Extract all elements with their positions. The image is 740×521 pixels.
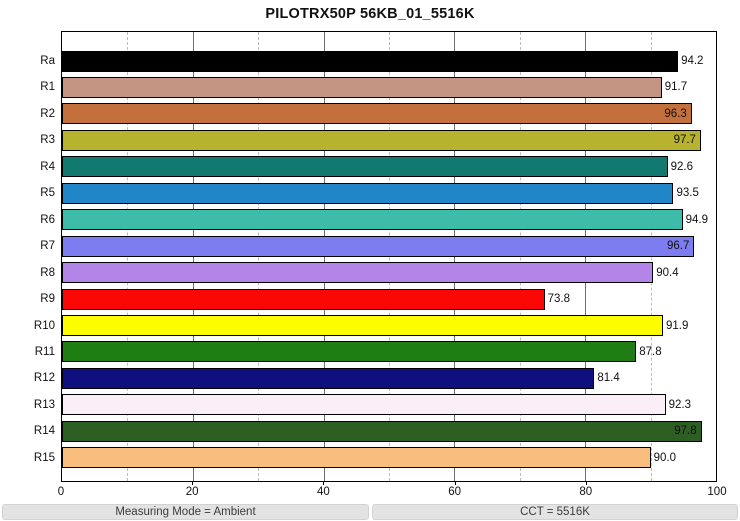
y-axis-label-Ra: Ra: [40, 55, 55, 67]
bar-R8: [62, 262, 654, 284]
bar-R6: [62, 209, 683, 231]
plot-area: Ra 94.2 R1 91.7 R2 96.3 R3 97.7 R4 92.6 R5 93.5 R6 94…: [34, 31, 717, 482]
bar-row-R7: R7 96.7: [40, 233, 716, 259]
value-label-R11: 87.8: [639, 345, 662, 358]
bar-row-R10: R10 91.9: [34, 313, 716, 339]
x-tick-mark: [454, 481, 456, 485]
x-tick-label-20: 20: [185, 486, 199, 498]
bar-row-R5: R5 93.5: [40, 180, 716, 206]
value-label-R9: 73.8: [547, 293, 571, 306]
bar-R13: [62, 394, 666, 416]
y-axis-label-R9: R9: [40, 293, 55, 306]
bar-R4: [62, 156, 668, 178]
y-axis-label-R5: R5: [40, 187, 55, 200]
x-tick-label-60: 60: [448, 486, 461, 498]
x-tick-mark: [192, 481, 194, 485]
bar-R12: [62, 367, 595, 389]
value-label-Ra: 94.2: [681, 55, 704, 67]
bar-row-Ra: Ra 94.2: [40, 48, 716, 74]
bar-row-R4: R4 92.6: [40, 154, 716, 180]
bar-R10: [62, 315, 664, 337]
value-label-R8: 90.4: [656, 266, 679, 279]
value-label-R1: 91.7: [664, 81, 688, 94]
bar-R9: [62, 288, 545, 310]
footer-measuring-mode: Measuring Mode = Ambient: [2, 504, 369, 520]
bar-row-R15: R15 90.0: [34, 445, 716, 471]
value-label-R10: 91.9: [666, 319, 689, 332]
value-label-R12: 81.4: [597, 372, 620, 385]
x-tick-mark: [585, 481, 587, 485]
bar-R5: [62, 182, 674, 204]
y-axis-label-R15: R15: [33, 451, 55, 464]
value-label-R15: 90.0: [653, 451, 676, 464]
bar-row-R1: R1 91.7: [40, 74, 716, 100]
bar-row-R14: R14 97.8: [34, 418, 716, 444]
bar-row-R12: R12 81.4: [34, 365, 716, 391]
y-axis-label-R3: R3: [40, 134, 55, 147]
footer-bar: Measuring Mode = Ambient CCT = 5516K: [0, 504, 740, 520]
y-axis-label-R7: R7: [40, 240, 55, 253]
value-label-R7: 96.7: [667, 240, 690, 253]
x-tick-label-40: 40: [316, 486, 330, 498]
bar-row-R6: R6 94.9: [40, 207, 716, 233]
y-axis-label-R8: R8: [40, 266, 55, 279]
bar-R14: 97.8: [62, 420, 702, 442]
value-label-R6: 94.9: [685, 213, 709, 226]
value-label-R13: 92.3: [668, 398, 692, 411]
x-tick-mark: [323, 481, 325, 485]
value-label-R3: 97.7: [673, 134, 696, 147]
y-axis-label-R4: R4: [40, 160, 55, 173]
value-label-R14: 97.8: [674, 425, 697, 438]
bar-Ra: [62, 50, 679, 72]
footer-cct: CCT = 5516K: [372, 504, 738, 520]
bar-R2: 96.3: [62, 103, 692, 125]
bar-R7: 96.7: [62, 235, 695, 257]
bar-rows: Ra 94.2 R1 91.7 R2 96.3 R3 97.7 R4 92.6 R5 93.5 R6 94…: [34, 32, 716, 481]
y-axis-label-R12: R12: [33, 372, 55, 385]
bar-row-R8: R8 90.4: [40, 260, 716, 286]
value-label-R4: 92.6: [670, 160, 693, 173]
bar-row-R11: R11 87.8: [35, 339, 716, 365]
bar-R15: [62, 447, 651, 469]
bar-R1: [62, 76, 662, 98]
y-axis-label-R14: R14: [33, 425, 55, 438]
x-tick-label-0: 0: [57, 486, 65, 498]
bar-R11: [62, 341, 637, 363]
value-label-R5: 93.5: [676, 187, 699, 200]
y-axis-label-R6: R6: [40, 213, 55, 226]
x-tick-label-100: 100: [707, 486, 727, 498]
bar-row-R2: R2 96.3: [40, 101, 716, 127]
y-axis-label-R2: R2: [40, 107, 55, 120]
bar-row-R9: R9 73.8: [40, 286, 716, 312]
y-axis-label-R10: R10: [33, 319, 55, 332]
y-axis-label-R13: R13: [33, 398, 55, 411]
bar-row-R3: R3 97.7: [40, 127, 716, 153]
y-axis-label-R1: R1: [40, 81, 55, 94]
chart-title: PILOTRX50P 56KB_01_5516K: [265, 6, 475, 22]
x-tick-label-80: 80: [579, 486, 593, 498]
y-axis-label-R11: R11: [34, 345, 55, 358]
value-label-R2: 96.3: [664, 107, 687, 120]
bar-row-R13: R13 92.3: [34, 392, 716, 418]
bar-R3: 97.7: [62, 129, 701, 151]
